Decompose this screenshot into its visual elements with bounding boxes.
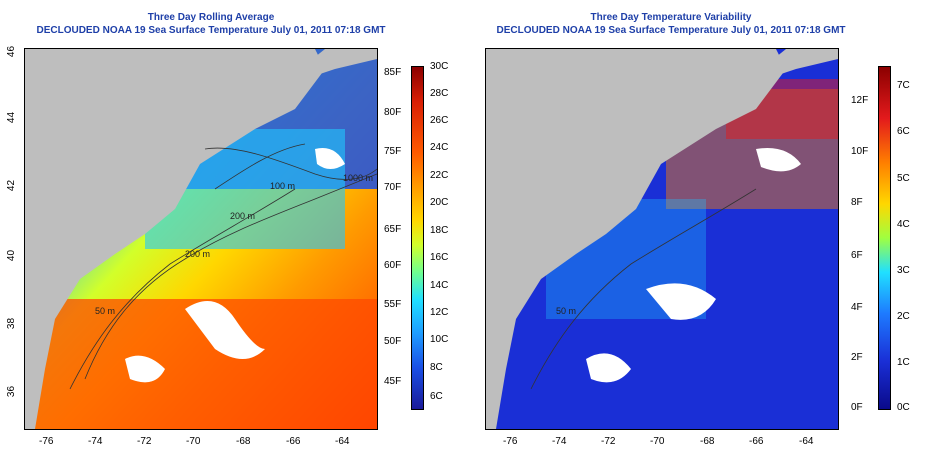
left-x-tick-66: -66	[286, 436, 301, 447]
right-x-tick-70: -70	[650, 436, 665, 447]
right-map-svg: 50 m	[486, 49, 838, 429]
right-title-line1: Three Day Temperature Variability	[590, 12, 752, 23]
left-cb-f-80: 80F	[384, 107, 402, 118]
left-contour-label-100: 100 m	[270, 181, 295, 191]
left-cb-f-50: 50F	[384, 336, 402, 347]
left-x-tick-70: -70	[186, 436, 201, 447]
right-contour-label-50: 50 m	[556, 306, 576, 316]
right-cb-c-3: 3C	[897, 265, 910, 276]
right-colorbar	[878, 66, 891, 410]
right-x-tick-76: -76	[503, 436, 518, 447]
right-cb-f-8: 8F	[851, 197, 863, 208]
left-cb-c-22: 22C	[430, 170, 449, 181]
right-cb-c-1: 1C	[897, 357, 910, 368]
right-cb-c-5: 5C	[897, 173, 910, 184]
left-cloud-3	[315, 148, 345, 169]
left-title-line2: DECLOUDED NOAA 19 Sea Surface Temperatur…	[36, 25, 386, 36]
right-cb-f-0: 0F	[851, 402, 863, 413]
right-contour-50m	[530, 188, 757, 390]
left-colorbar	[411, 66, 424, 410]
left-y-tick-46: 46	[6, 45, 18, 58]
left-contour-label-1000: 1000 m	[343, 173, 373, 183]
left-cb-f-70: 70F	[384, 182, 402, 193]
left-contour-50m	[69, 188, 296, 390]
left-x-tick-64: -64	[335, 436, 350, 447]
left-x-tick-72: -72	[137, 436, 152, 447]
right-cb-c-0: 0C	[897, 402, 910, 413]
right-x-tick-66: -66	[749, 436, 764, 447]
right-x-tick-74: -74	[552, 436, 567, 447]
left-contour-100m	[204, 147, 377, 180]
right-cb-c-6: 6C	[897, 126, 910, 137]
left-cb-c-18: 18C	[430, 225, 449, 236]
left-cloud-1	[185, 301, 265, 359]
left-y-tick-42: 42	[6, 179, 18, 192]
left-cb-c-20: 20C	[430, 197, 449, 208]
right-cb-f-4: 4F	[851, 302, 863, 313]
left-cb-c-28: 28C	[430, 88, 449, 99]
left-y-tick-36: 36	[6, 385, 18, 398]
right-cloud-2	[586, 353, 631, 383]
right-cloud-1	[646, 283, 716, 320]
left-cb-c-16: 16C	[430, 252, 449, 263]
right-cb-f-2: 2F	[851, 352, 863, 363]
right-land	[486, 49, 786, 429]
left-cb-f-60: 60F	[384, 260, 402, 271]
left-cb-f-45: 45F	[384, 376, 402, 387]
left-y-tick-44: 44	[6, 111, 18, 124]
right-cloud-3	[756, 148, 801, 172]
left-land	[25, 49, 325, 429]
right-title-line2: DECLOUDED NOAA 19 Sea Surface Temperatur…	[496, 25, 846, 36]
left-cb-f-65: 65F	[384, 224, 402, 235]
left-contour-shelf	[214, 143, 306, 190]
left-y-tick-40: 40	[6, 249, 18, 262]
left-map-svg: 1000 m 100 m 200 m 200 m 50 m	[25, 49, 377, 429]
left-cb-f-75: 75F	[384, 146, 402, 157]
right-x-tick-68: -68	[700, 436, 715, 447]
right-cb-f-10: 10F	[851, 146, 869, 157]
left-cb-c-26: 26C	[430, 115, 449, 126]
left-x-tick-68: -68	[236, 436, 251, 447]
right-x-tick-64: -64	[799, 436, 814, 447]
left-cb-c-10: 10C	[430, 334, 449, 345]
left-contour-200m	[84, 173, 377, 380]
left-x-tick-76: -76	[39, 436, 54, 447]
right-land-ne	[736, 49, 838, 89]
left-cb-c-8: 8C	[430, 362, 443, 373]
right-cb-c-2: 2C	[897, 311, 910, 322]
left-cb-f-85: 85F	[384, 67, 402, 78]
left-contour-label-50: 50 m	[95, 306, 115, 316]
left-cb-c-24: 24C	[430, 142, 449, 153]
left-x-tick-74: -74	[88, 436, 103, 447]
right-variability-map: 50 m	[485, 48, 839, 430]
right-cb-f-6: 6F	[851, 250, 863, 261]
left-cb-c-14: 14C	[430, 280, 449, 291]
left-cb-c-12: 12C	[430, 307, 449, 318]
left-cloud-2	[125, 355, 165, 383]
right-x-tick-72: -72	[601, 436, 616, 447]
left-contour-label-200b: 200 m	[230, 211, 255, 221]
left-cb-f-55: 55F	[384, 299, 402, 310]
right-cb-c-4: 4C	[897, 219, 910, 230]
left-land-ne	[275, 49, 377, 89]
left-sst-map: 1000 m 100 m 200 m 200 m 50 m	[24, 48, 378, 430]
left-contour-label-200a: 200 m	[185, 249, 210, 259]
left-cb-c-30: 30C	[430, 61, 449, 72]
right-cb-f-12: 12F	[851, 95, 869, 106]
left-title-line1: Three Day Rolling Average	[147, 12, 275, 23]
left-y-tick-38: 38	[6, 317, 18, 330]
left-cb-c-6: 6C	[430, 391, 443, 402]
right-cb-c-7: 7C	[897, 80, 910, 91]
